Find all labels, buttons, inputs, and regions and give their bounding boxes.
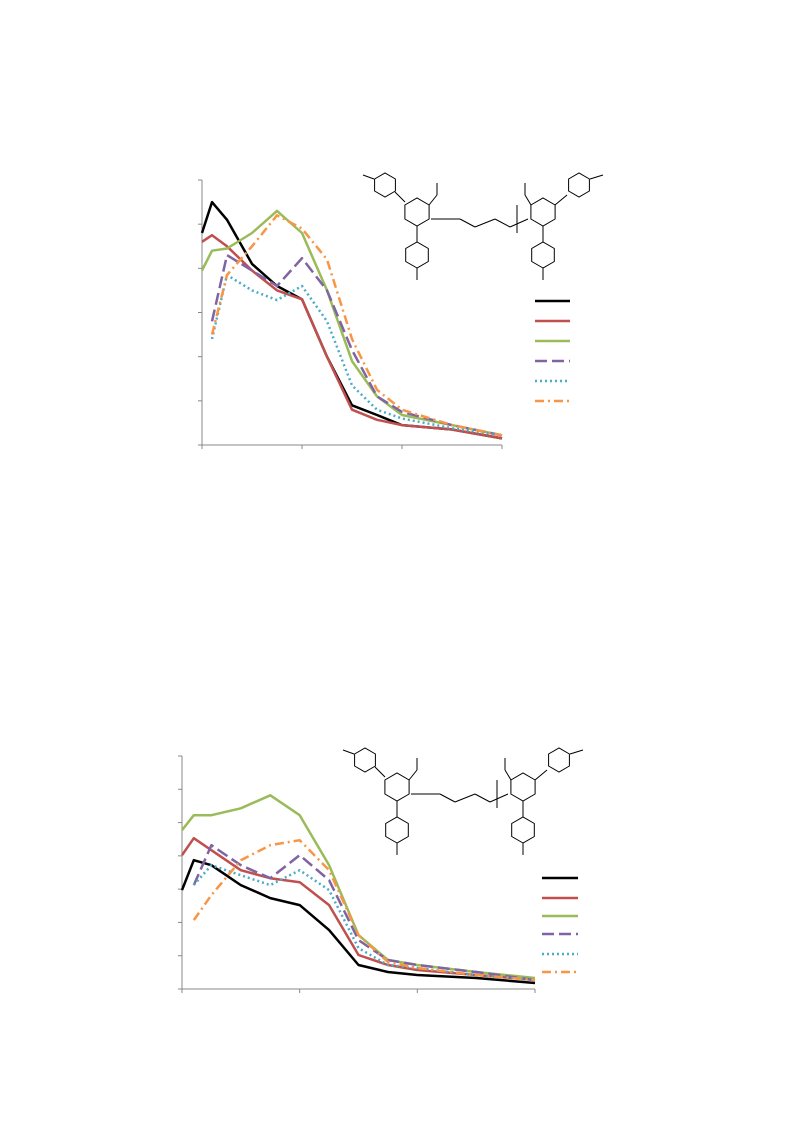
series-line [210,273,503,437]
bond [474,793,491,803]
series-line [192,863,536,982]
bond [589,174,604,180]
bond [428,194,438,206]
bond [474,218,496,228]
ring [530,197,556,227]
series-line [181,794,536,980]
series-line [210,253,503,437]
bond [454,793,476,803]
molecule-structure [362,172,604,280]
series-line [210,214,503,437]
bond [509,218,529,228]
bond [408,769,418,781]
ring [354,747,376,773]
bond [374,766,386,778]
bond [342,749,355,755]
bond [504,769,512,781]
bond [554,194,568,206]
ring [385,816,409,844]
bond [534,769,548,781]
ring [548,747,570,773]
ring [510,772,536,802]
series-line [180,836,536,982]
molecule-structure [342,747,584,855]
bond [524,194,532,206]
bond [459,218,476,228]
ring [568,172,590,198]
bond [362,174,375,180]
ring [405,241,429,269]
ring [531,241,555,269]
bond [394,191,406,203]
ring [374,172,396,198]
ring [404,197,430,227]
bond [569,749,584,755]
ring [511,816,535,844]
chart [198,179,570,449]
series-line [200,209,503,437]
ring [384,772,410,802]
series-line [180,858,536,985]
bond [494,218,511,228]
series-line [192,843,536,982]
series-line [192,838,536,982]
chart [178,755,578,993]
bond [489,793,509,803]
series-line [201,233,503,440]
bond [439,793,456,803]
